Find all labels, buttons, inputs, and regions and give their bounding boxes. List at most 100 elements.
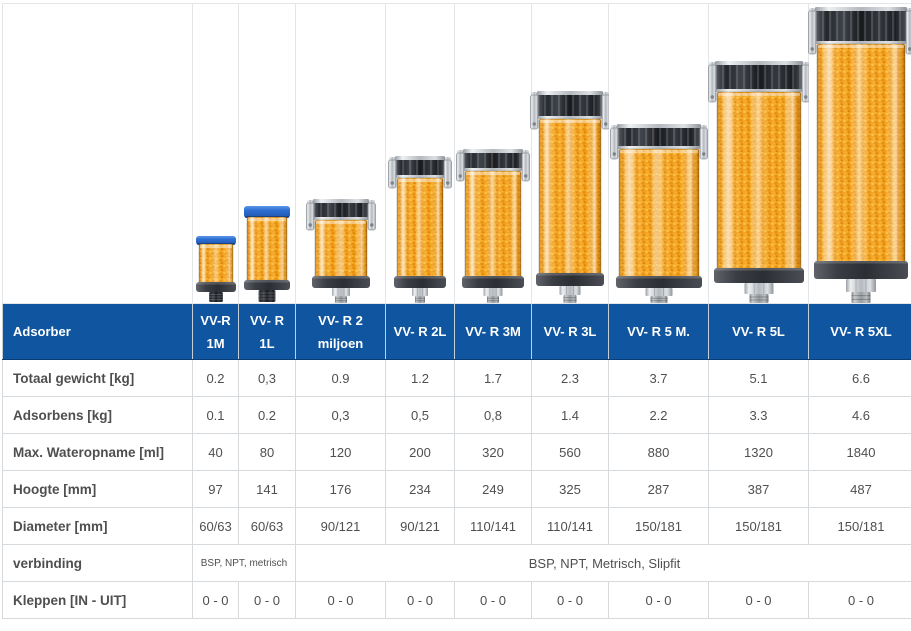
- spec-value-cell: 2.2: [608, 396, 709, 434]
- spec-value-cell: 176: [295, 470, 386, 508]
- spec-value-cell: 320: [454, 433, 532, 471]
- product-image-7: [707, 4, 810, 303]
- row-label-kleppen: Kleppen [IN - UIT]: [2, 581, 193, 619]
- kleppen-value-cell: 0 - 0: [708, 581, 809, 619]
- product-image-cell-1: [238, 3, 296, 304]
- product-image-8: [808, 4, 911, 303]
- kleppen-value-cell: 0 - 0: [608, 581, 709, 619]
- spec-value-cell: 880: [608, 433, 709, 471]
- kleppen-value-cell: 0 - 0: [454, 581, 532, 619]
- product-image-cell-7: [707, 3, 810, 304]
- spec-value-cell: 60/63: [238, 507, 296, 545]
- column-header-line: miljoen: [317, 335, 364, 351]
- spec-value-cell: 6.6: [808, 359, 911, 397]
- spec-value-cell: 560: [531, 433, 609, 471]
- spec-value-cell: 97: [192, 470, 239, 508]
- verbinding-group-cell-1: BSP, NPT, Metrisch, Slipfit: [295, 544, 911, 582]
- row-label-2: Max. Wateropname [ml]: [2, 433, 193, 471]
- canister-image-vv-r-2l: [388, 156, 452, 303]
- column-header-6: VV- R 5 M.: [608, 303, 709, 360]
- spec-row-1: Adsorbens [kg] 0.1 0.2 0,3 0,5 0,8 1.4 2.2 3.3 4.…: [2, 396, 911, 434]
- product-image-3: [386, 4, 454, 303]
- spec-value-cell: 487: [808, 470, 911, 508]
- kleppen-value-cell: 0 - 0: [531, 581, 609, 619]
- spec-value-cell: 80: [238, 433, 296, 471]
- column-header-4: VV- R 3M: [454, 303, 532, 360]
- kleppen-value-cell: 0 - 0: [238, 581, 296, 619]
- spec-value-cell: 0.2: [238, 396, 296, 434]
- column-header-line: VV- R 3M: [465, 324, 521, 339]
- spec-value-cell: 1320: [708, 433, 809, 471]
- spec-value-cell: 3.7: [608, 359, 709, 397]
- spec-value-cell: 40: [192, 433, 239, 471]
- column-header-7: VV- R 5L: [708, 303, 809, 360]
- column-header-3: VV- R 2L: [385, 303, 455, 360]
- canister-image-vv-r-3l: [530, 91, 610, 303]
- product-image-1: [239, 4, 295, 303]
- spec-value-cell: 0,8: [454, 396, 532, 434]
- product-image-0: [193, 4, 238, 303]
- spec-value-cell: 5.1: [708, 359, 809, 397]
- spec-value-cell: 0,3: [295, 396, 386, 434]
- spec-value-cell: 90/121: [385, 507, 455, 545]
- spec-value-cell: 60/63: [192, 507, 239, 545]
- spec-value-cell: 141: [238, 470, 296, 508]
- canister-image-vv-r-3m: [456, 149, 530, 303]
- column-header-line: VV- R 5L: [732, 324, 785, 339]
- table-header-row: Adsorber VV-R 1M VV- R 1L VV- R 2 miljoen VV- R…: [2, 303, 911, 360]
- column-header-2: VV- R 2 miljoen: [295, 303, 386, 360]
- column-header-line: 1L: [259, 335, 275, 351]
- column-header-line: VV- R 5 M.: [627, 324, 690, 339]
- row-label-3: Hoogte [mm]: [2, 470, 193, 508]
- spec-table-body: Adsorber VV-R 1M VV- R 1L VV- R 2 miljoen VV- R…: [2, 3, 911, 619]
- kleppen-value-cell: 0 - 0: [295, 581, 386, 619]
- spec-row-3: Hoogte [mm] 97 141 176 234 249 325 287 387 487: [2, 470, 911, 508]
- product-images-row: [2, 3, 911, 304]
- product-image-5: [530, 4, 610, 303]
- corner-header-adsorber: Adsorber: [2, 303, 193, 360]
- spec-value-cell: 1.4: [531, 396, 609, 434]
- canister-image-vv-r-1m: [195, 236, 236, 302]
- spec-row-verbinding: verbinding BSP, NPT, metrisch BSP, NPT, Me…: [2, 544, 911, 582]
- product-image-2: [296, 4, 385, 303]
- product-image-cell-3: [385, 3, 455, 304]
- column-header-8: VV- R 5XL: [808, 303, 911, 360]
- product-image-cell-2: [295, 3, 386, 304]
- spec-value-cell: 0.1: [192, 396, 239, 434]
- spec-value-cell: 3.3: [708, 396, 809, 434]
- spec-value-cell: 0.9: [295, 359, 386, 397]
- canister-image-vv-r-5l: [707, 61, 810, 303]
- column-header-1: VV- R 1L: [238, 303, 296, 360]
- adsorber-spec-table: Adsorber VV-R 1M VV- R 1L VV- R 2 miljoen VV- R…: [2, 3, 911, 619]
- column-header-0: VV-R 1M: [192, 303, 239, 360]
- column-header-5: VV- R 3L: [531, 303, 609, 360]
- spec-row-4: Diameter [mm] 60/63 60/63 90/121 90/121 110/1…: [2, 507, 911, 545]
- spec-value-cell: 150/181: [608, 507, 709, 545]
- canister-image-vv-r-5-m-: [609, 124, 708, 303]
- spec-value-cell: 150/181: [708, 507, 809, 545]
- spec-value-cell: 150/181: [808, 507, 911, 545]
- column-header-line: VV- R 2: [318, 312, 363, 328]
- kleppen-value-cell: 0 - 0: [385, 581, 455, 619]
- spec-value-cell: 0.2: [192, 359, 239, 397]
- spec-row-2: Max. Wateropname [ml] 40 80 120 200 320 560 880…: [2, 433, 911, 471]
- product-image-cell-5: [530, 3, 610, 304]
- column-header-line: VV- R 2L: [393, 324, 447, 339]
- product-image-cell-8: [808, 3, 911, 304]
- row-label-0: Totaal gewicht [kg]: [2, 359, 193, 397]
- product-image-4: [455, 4, 531, 303]
- spec-value-cell: 110/141: [531, 507, 609, 545]
- column-header-line: VV- R: [250, 312, 284, 328]
- column-header-line: VV-R: [200, 312, 231, 328]
- product-image-cell-6: [608, 3, 709, 304]
- kleppen-value-cell: 0 - 0: [808, 581, 911, 619]
- column-header-line: VV- R 3L: [543, 324, 597, 339]
- spec-value-cell: 2.3: [531, 359, 609, 397]
- product-image-cell-0: [192, 3, 239, 304]
- spec-value-cell: 1.2: [385, 359, 455, 397]
- spec-value-cell: 120: [295, 433, 386, 471]
- verbinding-group-cell-0: BSP, NPT, metrisch: [192, 544, 296, 582]
- product-image-6: [609, 4, 708, 303]
- spec-value-cell: 0,5: [385, 396, 455, 434]
